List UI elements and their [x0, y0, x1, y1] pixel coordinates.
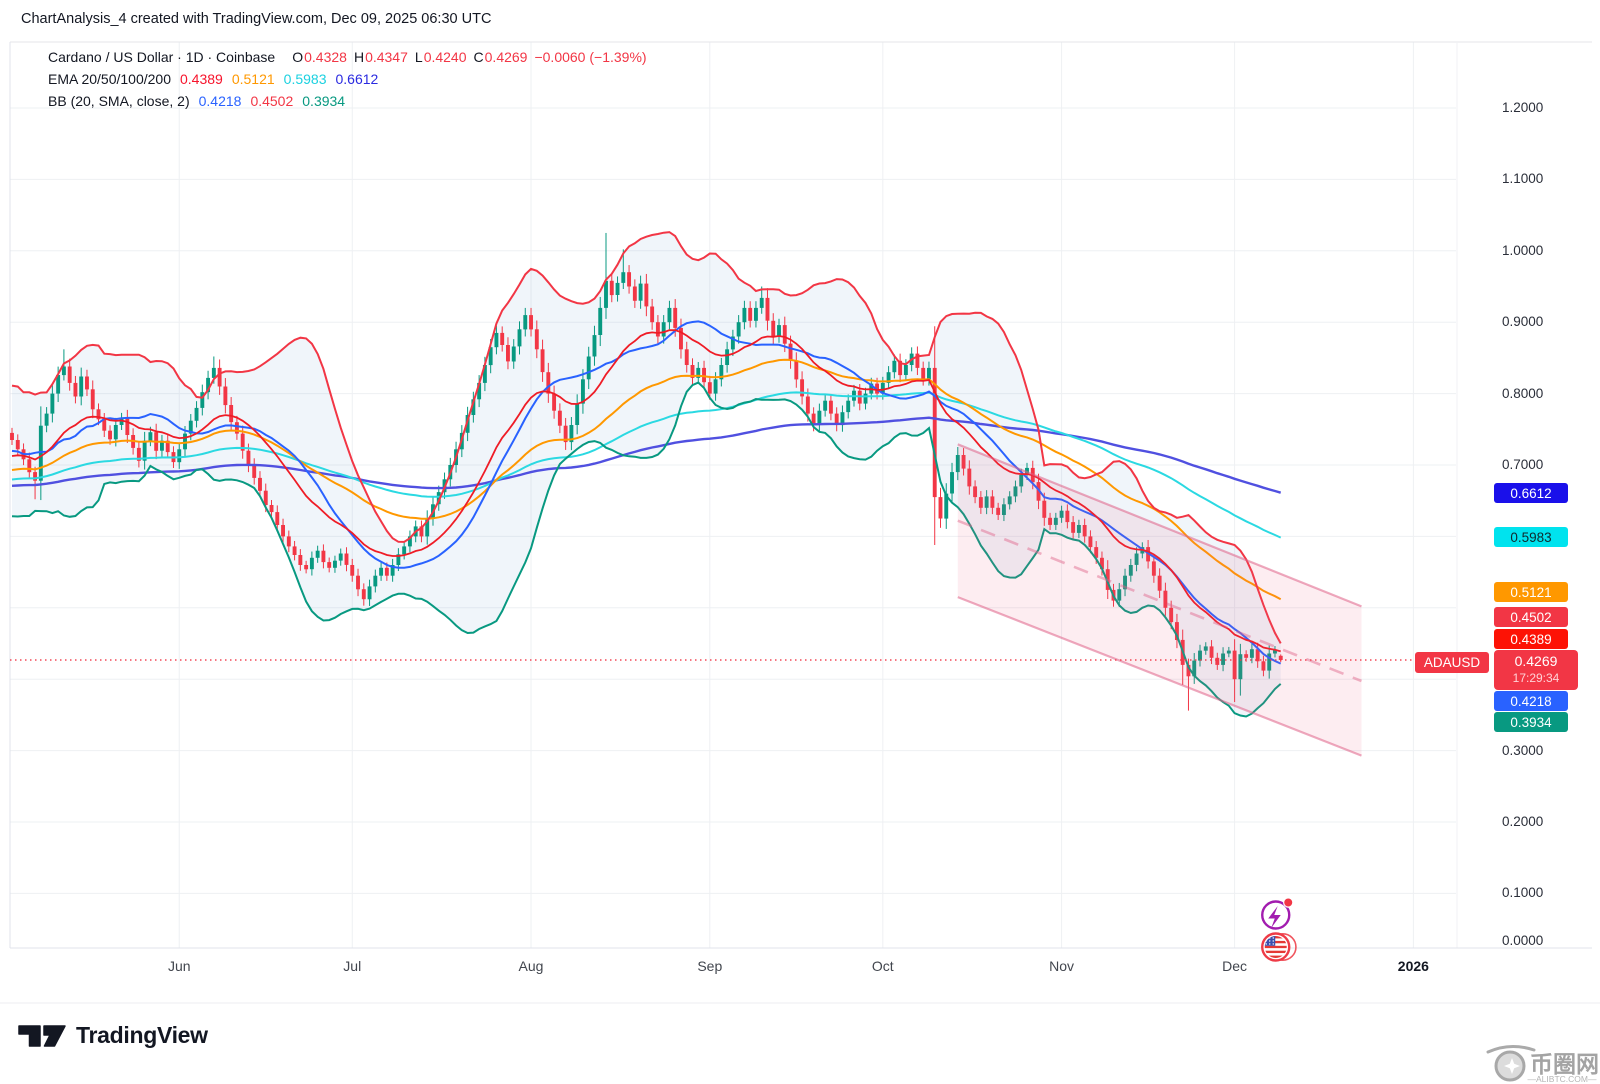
- bb-lower-value: 0.3934: [302, 93, 346, 109]
- watermark-cjk-text: 币圈网: [1530, 1051, 1599, 1077]
- ema200-value: 0.6612: [335, 71, 379, 87]
- bollinger-upper-line: [11, 231, 1282, 644]
- gridlines: [0, 41, 1600, 1004]
- price-label-0.3000: 0.3000: [1502, 742, 1544, 758]
- tradingview-logo-text: TradingView: [76, 1022, 208, 1048]
- ema50-value: 0.5121: [231, 71, 275, 87]
- ema50-badge: 0.5121: [1494, 582, 1568, 602]
- bollinger-basis-line: [11, 320, 1282, 665]
- price-label-1.2000: 1.2000: [1502, 100, 1544, 115]
- price-label-0.8000: 0.8000: [1502, 385, 1544, 401]
- ohlc-high-value: 0.4347: [365, 49, 408, 65]
- us-flag-event-icon[interactable]: [1261, 932, 1297, 962]
- trend-channel: [957, 443, 1362, 757]
- ema20-value: 0.4389: [180, 71, 223, 87]
- symbol-price-label-badge: ADAUSD: [1415, 651, 1489, 673]
- current-price-badge: 0.4269 17:29:34: [1494, 650, 1578, 690]
- ohlc-low-label: L: [414, 49, 423, 65]
- price-label-0.0000: 0.0000: [1502, 933, 1544, 948]
- ema-label: EMA 20/50/100/200: [48, 71, 171, 87]
- channel-lower-line: [957, 596, 1362, 757]
- ohlc-close-label: C: [473, 49, 484, 65]
- ema200-badge: 0.6612: [1494, 483, 1568, 503]
- symbol-description: Cardano / US Dollar · 1D · Coinbase: [48, 49, 276, 65]
- watermark-logo-icon: 币圈网 —ALIBTC.COM—: [1486, 1045, 1599, 1084]
- channel-upper-line: [957, 443, 1362, 608]
- ohlc-open-label: O: [292, 49, 304, 65]
- ohlc-open-value: 0.4328: [304, 49, 347, 65]
- channel-mid-dashed-line: [957, 519, 1362, 683]
- watermark-sub-text: —ALIBTC.COM—: [1528, 1074, 1597, 1084]
- legend-symbol-row[interactable]: Cardano / US Dollar · 1D · Coinbase O 0.4…: [48, 46, 647, 68]
- time-label-2026: 2026: [1397, 958, 1429, 974]
- legend-bb-row[interactable]: BB (20, SMA, close, 2) 0.4218 0.4502 0.3…: [48, 90, 647, 112]
- tradingview-logo[interactable]: TradingView: [18, 1022, 208, 1049]
- bar-countdown: 17:29:34: [1512, 671, 1560, 685]
- ohlc-high-label: H: [353, 49, 365, 65]
- current-price-value: 0.4269: [1514, 653, 1558, 669]
- legend: Cardano / US Dollar · 1D · Coinbase O 0.4…: [48, 46, 647, 112]
- time-label-Sep: Sep: [697, 958, 723, 974]
- ema100-value: 0.5983: [283, 71, 327, 87]
- economic-event-lightning-icon[interactable]: [1261, 897, 1294, 930]
- ema20-line: [11, 329, 1281, 653]
- tradingview-logo-icon: [18, 1024, 66, 1047]
- legend-ema-row[interactable]: EMA 20/50/100/200 0.4389 0.5121 0.5983 0…: [48, 68, 647, 90]
- bollinger-lower-line: [11, 381, 1282, 718]
- ohlc-close-value: 0.4269: [484, 49, 528, 65]
- time-label-Dec: Dec: [1222, 958, 1248, 974]
- change-value: −0.0060 (−1.39%): [534, 49, 647, 65]
- bollinger-fill: [12, 232, 1281, 717]
- price-label-0.1000: 0.1000: [1502, 885, 1544, 901]
- ema100-badge: 0.5983: [1494, 527, 1568, 547]
- ema50-line: [11, 358, 1282, 601]
- watermark: 币圈网 —ALIBTC.COM—: [1482, 1040, 1600, 1084]
- time-label-Jul: Jul: [343, 958, 362, 974]
- price-label-0.9000: 0.9000: [1502, 314, 1544, 330]
- time-label-Oct: Oct: [871, 958, 894, 974]
- channel-fill: [957, 444, 1362, 756]
- bb-lower-badge: 0.3934: [1494, 712, 1568, 732]
- bb-basis-badge: 0.4218: [1494, 691, 1568, 711]
- time-label-Nov: Nov: [1049, 958, 1075, 974]
- bb-upper-value: 0.4502: [250, 93, 294, 109]
- bb-label: BB (20, SMA, close, 2): [48, 93, 190, 109]
- ema20-badge: 0.4389: [1494, 629, 1568, 649]
- price-label-1.0000: 1.0000: [1502, 242, 1544, 258]
- price-label-1.1000: 1.1000: [1502, 171, 1544, 187]
- time-label-Aug: Aug: [518, 958, 544, 974]
- time-label-Jun: Jun: [167, 958, 191, 974]
- ohlc-low-value: 0.4240: [423, 49, 467, 65]
- price-label-0.7000: 0.7000: [1502, 457, 1544, 472]
- bb-upper-badge: 0.4502: [1494, 607, 1568, 627]
- ema100-line: [11, 391, 1282, 539]
- bb-basis-value: 0.4218: [198, 93, 242, 109]
- chart-title: ChartAnalysis_4 created with TradingView…: [21, 11, 492, 27]
- indicator-lines: [11, 231, 1282, 718]
- price-label-0.2000: 0.2000: [1502, 814, 1544, 829]
